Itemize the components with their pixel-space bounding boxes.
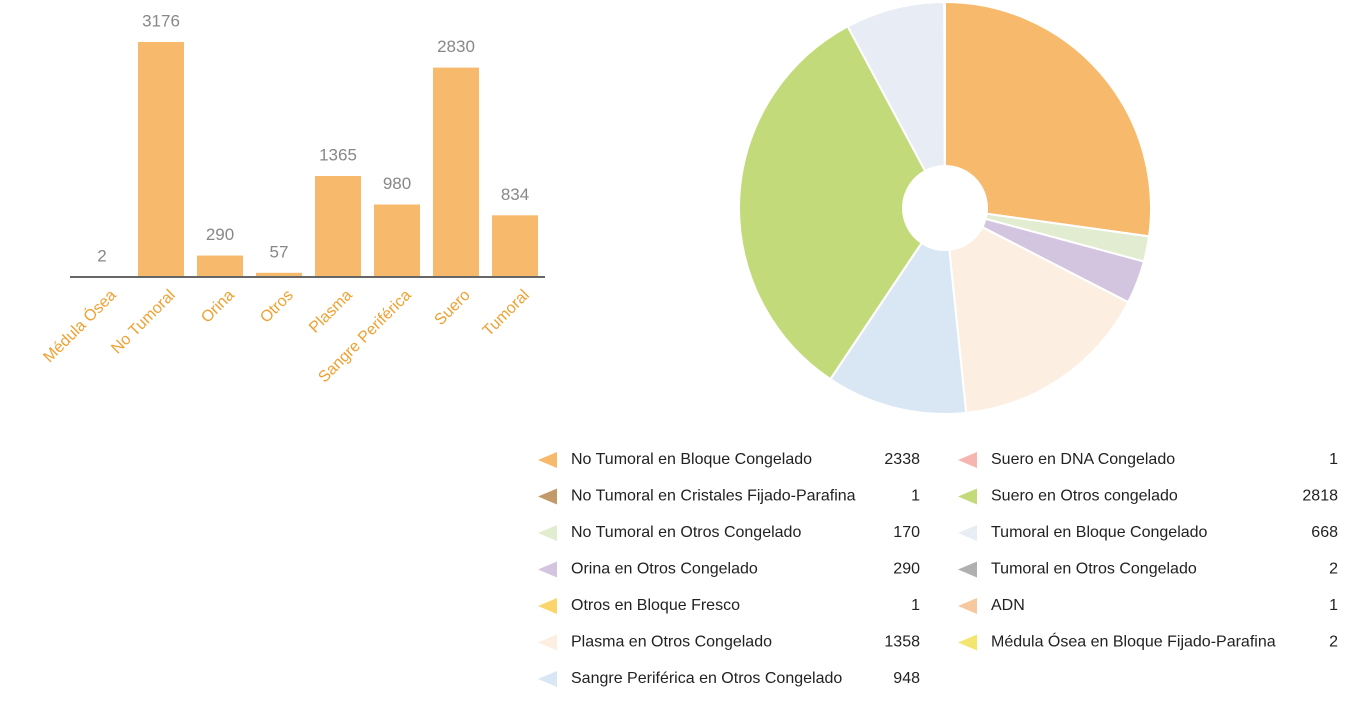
value-label: 290 (206, 225, 234, 244)
legend-label: Plasma en Otros Congelado (571, 634, 772, 651)
x-tick-label: Tumoral (480, 287, 533, 340)
legend-label: Tumoral en Bloque Congelado (991, 524, 1208, 541)
legend-label: Otros en Bloque Fresco (571, 597, 740, 614)
value-label: 1365 (319, 145, 357, 164)
x-tick-label: Orina (198, 287, 238, 327)
value-label: 2 (97, 246, 106, 265)
x-tick-label: Otros (257, 287, 297, 327)
legend-label: No Tumoral en Cristales Fijado-Parafina (571, 488, 856, 505)
pie-slice (738, 25, 927, 381)
legend-value: 2 (1329, 561, 1338, 578)
value-label: 834 (501, 185, 529, 204)
bar (197, 255, 243, 277)
legend-label: Suero en Otros congelado (991, 488, 1178, 505)
x-tick-label: No Tumoral (108, 287, 179, 358)
legend-value: 2338 (884, 451, 920, 468)
legend-value: 1 (1329, 597, 1338, 614)
legend-marker (958, 561, 977, 578)
legend-value: 948 (893, 670, 920, 687)
legend-marker (958, 634, 977, 651)
x-tick-label: Médula Ósea (39, 285, 120, 366)
pie-slice (829, 241, 968, 415)
legend-marker (958, 598, 977, 614)
value-label: 3176 (142, 11, 180, 30)
legend-value: 1 (911, 488, 920, 505)
legend-value: 2 (1329, 634, 1338, 651)
legend-marker (538, 598, 557, 614)
legend-marker (538, 452, 557, 468)
legend-label: Médula Ósea en Bloque Fijado-Parafina (991, 632, 1276, 651)
pie-slice (948, 225, 1130, 415)
legend-label: ADN (991, 597, 1025, 614)
bar (492, 215, 538, 277)
legend-value: 170 (893, 524, 920, 541)
bar (256, 272, 302, 277)
pie-slice (846, 0, 946, 173)
legend-value: 1 (911, 597, 920, 614)
legend-value: 668 (1311, 524, 1338, 541)
legend-label: No Tumoral en Otros Congelado (571, 524, 801, 541)
legend-marker (538, 671, 557, 687)
value-label: 2830 (437, 37, 475, 56)
legend-label: Tumoral en Otros Congelado (991, 561, 1197, 578)
bar (315, 176, 361, 277)
legend-label: Suero en DNA Congelado (991, 451, 1175, 468)
legend-label: No Tumoral en Bloque Congelado (571, 451, 812, 468)
legend-marker (538, 634, 557, 651)
legend-value: 1 (1329, 451, 1338, 468)
x-tick-label: Plasma (306, 287, 356, 337)
bar (374, 204, 420, 277)
legend-value: 290 (893, 561, 920, 578)
legend-value: 1358 (884, 634, 920, 651)
x-tick-label: Suero (432, 287, 474, 329)
legend-value: 2818 (1302, 488, 1338, 505)
bar (138, 42, 184, 277)
legend-marker (538, 488, 557, 505)
legend-label: Sangre Periférica en Otros Congelado (571, 670, 842, 687)
legend-marker (538, 525, 557, 541)
legend-label: Orina en Otros Congelado (571, 561, 758, 578)
legend-marker (958, 525, 977, 541)
value-label: 980 (383, 174, 411, 193)
legend-marker (958, 452, 977, 468)
legend-marker (958, 488, 977, 505)
value-label: 57 (270, 242, 289, 261)
bar (433, 67, 479, 278)
legend-marker (538, 561, 557, 578)
pie-slice (944, 0, 1152, 238)
